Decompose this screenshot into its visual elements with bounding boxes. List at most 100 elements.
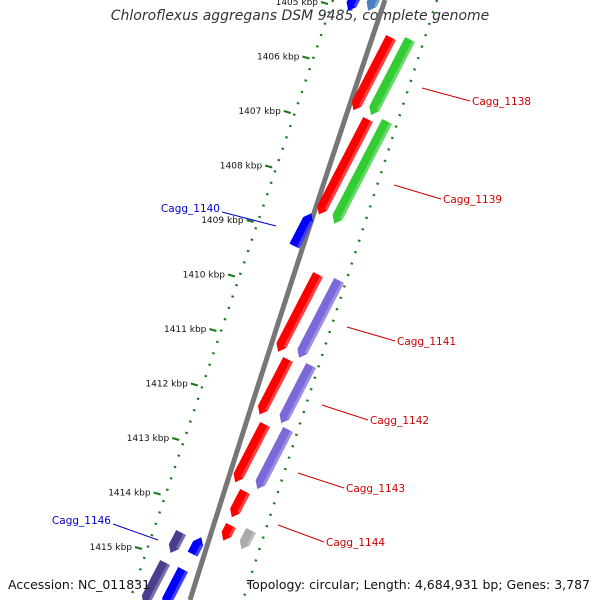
gene-block-1143-b-body xyxy=(255,426,293,489)
tick-mark xyxy=(246,219,254,223)
gene-leader-line xyxy=(321,404,369,421)
gene-block-top-b-shine xyxy=(353,0,360,8)
gene-label: Cagg_1138 xyxy=(472,96,531,108)
gene-block-1147-shine xyxy=(148,563,170,600)
tick-label: 1408 kbp xyxy=(220,162,263,172)
gene-block-1141-b-body xyxy=(297,277,344,358)
gene-label: Cagg_1144 xyxy=(326,537,385,549)
gene-block-1141-body xyxy=(276,271,323,352)
gene-block-1138-body xyxy=(351,34,396,111)
gene-block-1140 xyxy=(289,213,313,249)
gene-block-1146-b-body xyxy=(187,537,203,557)
tick-label: 1410 kbp xyxy=(183,271,226,281)
gene-block-1142-b-shine xyxy=(286,366,316,420)
outer-tick-track xyxy=(241,0,439,600)
gene-leader-line xyxy=(421,87,471,102)
tick-label: 1406 kbp xyxy=(257,53,300,63)
tick-mark xyxy=(283,110,292,114)
gene-block-1142-b-body xyxy=(279,362,316,424)
gene-block-1138-rna-shine xyxy=(376,40,415,112)
gene-block-1139-rna-shine xyxy=(339,122,392,220)
gene-block-1138 xyxy=(351,34,396,111)
gene-block-1138-rna xyxy=(369,36,415,115)
tick-label: 1407 kbp xyxy=(238,107,281,117)
backbone-line xyxy=(187,0,388,600)
gene-block-1139-rna-body xyxy=(332,118,392,224)
gene-block-1147-b-shine xyxy=(170,570,188,600)
gene-label: Cagg_1140 xyxy=(161,203,220,215)
gene-leader-line xyxy=(112,523,159,541)
gene-label: Cagg_1146 xyxy=(52,515,111,527)
gene-block-1147 xyxy=(141,559,170,600)
gene-block-1143-body xyxy=(233,421,270,483)
gene-block-1144-b xyxy=(239,527,256,550)
gene-block-top-a-body xyxy=(366,0,380,11)
gene-block-1144-b-body xyxy=(239,527,256,550)
tick-label: 1412 kbp xyxy=(145,380,188,390)
gene-leader-line xyxy=(277,524,325,543)
tick-label: 1405 kbp xyxy=(276,0,319,8)
gene-block-1146-shine xyxy=(175,533,186,550)
gene-block-1144b-shine xyxy=(228,526,236,537)
gene-block-1144a-shine xyxy=(237,492,250,514)
gene-block-1142-shine xyxy=(265,360,293,411)
gene-label: Cagg_1142 xyxy=(370,415,429,427)
gene-block-1141-shine xyxy=(283,275,323,349)
gene-block-1142-b xyxy=(279,362,316,424)
gene-leader-line xyxy=(221,211,277,227)
gene-block-1141-b-shine xyxy=(304,281,344,355)
gene-block-1147-b xyxy=(162,566,188,600)
gene-block-1141-b xyxy=(297,277,344,358)
gene-block-1147-b-body xyxy=(162,566,188,600)
gene-block-1140-body xyxy=(289,213,313,249)
tick-mark xyxy=(209,328,217,332)
gene-labels: Cagg_1138 Cagg_1139 Cagg_1140 Cagg_1141 Cagg… xyxy=(52,87,531,549)
tick-mark xyxy=(320,1,329,5)
gene-block-1139-body xyxy=(317,116,373,215)
tick-labels: 1405 kbp 1406 kbp 1407 kbp 1408 kbp 1409 kbp… xyxy=(90,0,329,553)
tick-mark xyxy=(153,491,161,496)
page-title: Chloroflexus aggregans DSM 9485, complet… xyxy=(110,8,490,24)
tick-label: 1414 kbp xyxy=(108,489,151,499)
tick-label: 1411 kbp xyxy=(164,325,207,335)
gene-block-top-b-body xyxy=(346,0,360,11)
gene-leader-line xyxy=(393,184,442,200)
gene-leader-line xyxy=(297,472,345,489)
tick-mark xyxy=(264,164,273,169)
gene-block-1141 xyxy=(276,271,323,352)
gene-leader-line xyxy=(346,326,396,342)
gene-block-1140-shine xyxy=(296,220,313,249)
gene-block-1138-shine xyxy=(358,38,396,107)
tick-label: 1413 kbp xyxy=(127,434,170,444)
gene-block-1147-body xyxy=(141,559,170,600)
gene-label: Cagg_1139 xyxy=(443,194,502,206)
gene-block-1144a-body xyxy=(230,488,250,518)
topology-text: Topology: circular; Length: 4,684,931 bp… xyxy=(246,577,590,592)
tick-mark xyxy=(302,55,310,60)
gene-block-1144-b-shine xyxy=(246,531,256,546)
gene-block-1144b xyxy=(221,522,236,541)
gene-block-1142-body xyxy=(257,356,293,415)
gene-label: Cagg_1141 xyxy=(397,336,456,348)
gene-block-1143 xyxy=(233,421,270,483)
gene-block-top-a-shine xyxy=(373,0,380,8)
tick-label: 1415 kbp xyxy=(90,543,133,553)
gene-block-1142 xyxy=(257,356,293,415)
gene-block-1143-b-shine xyxy=(262,430,293,486)
gene-block-top-a xyxy=(366,0,380,11)
tick-mark xyxy=(190,382,199,387)
gene-block-1139-shine xyxy=(324,120,373,211)
gene-block-1143-b xyxy=(255,426,293,489)
gene-block-1146-b xyxy=(187,537,203,557)
tick-mark xyxy=(227,273,236,278)
gene-block-1139-rna xyxy=(332,118,392,224)
gene-block-1146 xyxy=(168,529,186,553)
gene-block-1138-rna-body xyxy=(369,36,415,115)
gene-block-1146-b-shine xyxy=(194,544,203,557)
gene-block-1143-shine xyxy=(240,425,270,479)
gene-block-1144a xyxy=(230,488,250,518)
gene-block-1139 xyxy=(317,116,373,215)
gene-block-1144b-body xyxy=(221,522,236,541)
gene-block-1146-body xyxy=(168,529,186,553)
